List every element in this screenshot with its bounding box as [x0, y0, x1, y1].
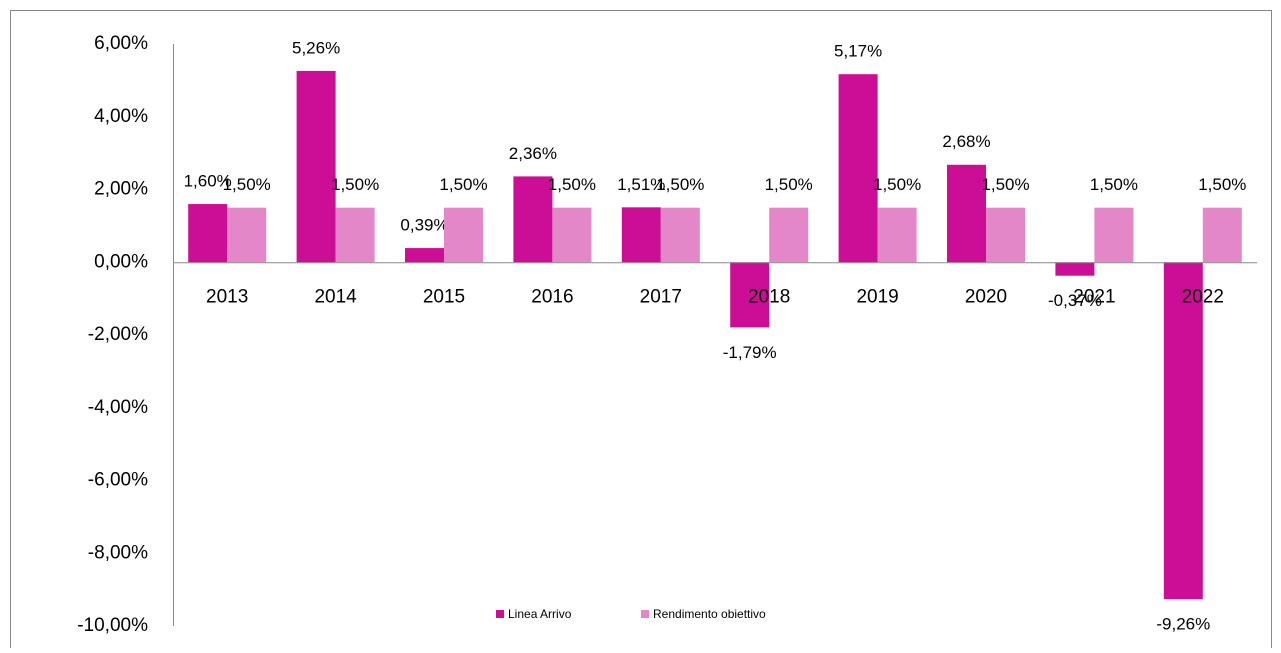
- x-tick-label: 2018: [748, 286, 790, 307]
- bar: [188, 204, 228, 263]
- data-label: 1,50%: [331, 175, 379, 194]
- data-label: 1,50%: [981, 175, 1029, 194]
- bar: [1163, 262, 1203, 600]
- data-label: 1,60%: [184, 172, 232, 191]
- data-label: 2,36%: [509, 144, 557, 163]
- legend-label: Rendimento obiettivo: [653, 607, 766, 621]
- y-tick-label: 2,00%: [94, 179, 148, 200]
- bar: [660, 207, 700, 263]
- data-label: 1,50%: [765, 175, 813, 194]
- bar: [986, 207, 1025, 263]
- bar: [296, 70, 336, 263]
- data-label: 1,50%: [548, 175, 596, 194]
- x-tick-label: 2022: [1182, 286, 1224, 307]
- data-label: 1,51%: [617, 175, 665, 194]
- data-label: 1,50%: [1198, 175, 1246, 194]
- data-label: 5,26%: [292, 38, 340, 57]
- bar: [769, 207, 809, 263]
- y-tick-label: -4,00%: [88, 397, 148, 418]
- bar: [838, 74, 878, 263]
- y-tick-label: -2,00%: [88, 324, 148, 345]
- bar: [227, 207, 267, 263]
- y-tick-label: 4,00%: [94, 106, 148, 127]
- x-tick-label: 2016: [531, 286, 573, 307]
- legend-swatch: [496, 610, 504, 618]
- legend-label: Linea Arrivo: [508, 607, 572, 621]
- legend-swatch: [641, 610, 649, 618]
- bar: [513, 176, 553, 263]
- data-label: -1,79%: [723, 343, 777, 362]
- x-tick-label: 2013: [206, 286, 248, 307]
- chart-frame: [10, 10, 1272, 653]
- x-tick-label: 2019: [856, 286, 898, 307]
- y-tick-label: 6,00%: [94, 33, 148, 54]
- bar: [1202, 207, 1242, 263]
- x-tick-label: 2020: [965, 286, 1007, 307]
- data-label: 2,68%: [942, 132, 990, 151]
- bar: [730, 262, 770, 328]
- bar: [947, 164, 986, 263]
- bar: [405, 248, 444, 263]
- x-tick-label: 2014: [314, 286, 357, 307]
- bar: [552, 207, 592, 263]
- bar: [444, 207, 483, 263]
- data-label: -0,37%: [1048, 291, 1102, 310]
- x-tick-label: 2015: [423, 286, 465, 307]
- data-label: 1,50%: [656, 175, 704, 194]
- bar: [877, 207, 917, 263]
- y-tick-label: -8,00%: [88, 542, 148, 563]
- data-label: 1,50%: [223, 175, 271, 194]
- data-label: 1,50%: [439, 175, 487, 194]
- bar: [335, 207, 375, 263]
- x-tick-label: 2021: [1073, 286, 1115, 307]
- y-tick-label: 0,00%: [94, 251, 148, 272]
- data-label: 0,39%: [400, 216, 448, 235]
- bar: [1055, 262, 1095, 276]
- y-tick-label: -6,00%: [88, 470, 148, 491]
- data-label: 1,50%: [873, 175, 921, 194]
- data-label: 1,50%: [1090, 175, 1138, 194]
- bar: [621, 207, 661, 263]
- x-tick-label: 2017: [640, 286, 682, 307]
- bar: [1094, 207, 1134, 263]
- y-tick-label: -10,00%: [77, 615, 148, 636]
- data-label: -9,26%: [1156, 615, 1210, 634]
- data-label: 5,17%: [834, 42, 882, 61]
